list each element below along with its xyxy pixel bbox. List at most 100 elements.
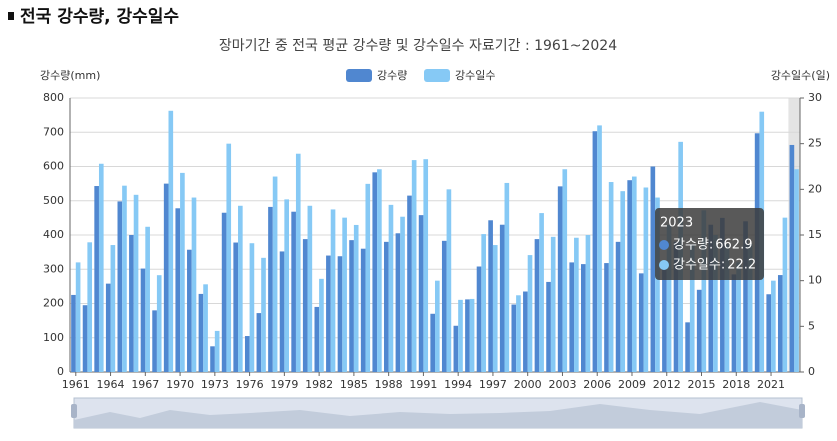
tooltip-value: 662.9: [715, 238, 752, 253]
x-tick-label: 1976: [236, 378, 264, 391]
y-tick-label: 0: [57, 365, 64, 378]
bar: [743, 221, 748, 372]
bar: [747, 244, 753, 372]
bar: [302, 239, 308, 372]
bar: [384, 241, 389, 372]
x-tick-label: 2009: [618, 378, 646, 391]
bar: [585, 235, 591, 372]
x-tick-label: 1982: [305, 378, 333, 391]
bar: [666, 224, 672, 372]
y-axis-label: 강수량(mm): [40, 69, 100, 82]
zoom-handle[interactable]: [71, 404, 77, 418]
bar: [534, 239, 540, 372]
bar: [82, 305, 88, 372]
bar: [272, 176, 278, 372]
bar: [696, 289, 702, 372]
bar: [75, 262, 81, 372]
bar: [731, 274, 737, 372]
zoom-handle[interactable]: [799, 404, 805, 418]
bar: [766, 294, 772, 372]
x-tick-label: 2000: [514, 378, 542, 391]
bar: [516, 295, 521, 372]
bar: [279, 251, 285, 372]
bar: [615, 241, 621, 372]
bar: [214, 330, 220, 372]
bar: [430, 313, 435, 372]
bar: [771, 280, 776, 372]
bar: [527, 255, 533, 372]
bar: [631, 176, 637, 372]
bar: [94, 186, 99, 372]
bar: [685, 322, 690, 372]
bar: [407, 195, 412, 372]
data-zoom[interactable]: [71, 397, 805, 429]
bar: [145, 226, 150, 372]
bar: [330, 209, 336, 372]
bar: [488, 220, 493, 372]
legend-swatch: [346, 69, 372, 82]
bar: [129, 235, 134, 372]
bar: [597, 125, 602, 373]
legend-label: 강수일수: [455, 68, 495, 82]
bar: [782, 217, 788, 372]
bar: [349, 240, 354, 372]
bar: [140, 268, 146, 372]
bar: [284, 199, 289, 372]
bar: [307, 205, 313, 372]
bar: [620, 191, 626, 372]
bar: [326, 255, 331, 372]
x-tick-label: 1964: [97, 378, 125, 391]
bar: [191, 197, 197, 372]
bar: [458, 299, 463, 372]
bar: [476, 266, 482, 372]
bar: [244, 336, 250, 372]
bar: [395, 233, 401, 372]
y-tick-label: 100: [43, 331, 64, 344]
bar: [650, 166, 656, 372]
bar: [337, 256, 343, 372]
bar: [423, 159, 429, 372]
bar: [187, 249, 192, 372]
bar: [713, 235, 718, 372]
x-tick-label: 1979: [270, 378, 298, 391]
bar: [203, 284, 208, 372]
bar: [163, 183, 169, 372]
bar: [400, 216, 405, 372]
bar: [724, 244, 730, 372]
x-tick-label: 2018: [722, 378, 750, 391]
title-bullet: [8, 12, 14, 20]
bar: [71, 294, 76, 372]
x-tick-label: 2006: [583, 378, 611, 391]
bar: [604, 263, 609, 372]
bar: [168, 110, 174, 372]
bar: [446, 189, 452, 372]
bar: [133, 194, 139, 372]
bar: [465, 299, 470, 372]
x-tick-label: 2003: [548, 378, 576, 391]
bar: [673, 241, 679, 372]
y-tick-label: 600: [43, 160, 64, 173]
bar: [441, 240, 447, 372]
legend-label: 강수량: [377, 69, 407, 82]
x-tick-label: 2012: [653, 378, 681, 391]
tooltip: [655, 208, 764, 280]
bar: [481, 234, 486, 372]
y2-tick-label: 30: [808, 91, 822, 104]
bar: [557, 186, 563, 372]
bar: [388, 204, 394, 372]
bar: [523, 291, 528, 372]
bar: [592, 131, 598, 372]
bar: [569, 262, 575, 372]
x-tick-label: 1961: [62, 378, 90, 391]
bar: [365, 183, 371, 372]
bar: [701, 210, 707, 372]
bar: [175, 208, 181, 372]
bar: [319, 278, 324, 372]
bar: [110, 245, 116, 372]
bar: [152, 310, 157, 372]
bar: [261, 257, 266, 372]
bar: [453, 325, 459, 372]
y-tick-label: 400: [43, 228, 64, 241]
y-tick-label: 500: [43, 194, 64, 207]
